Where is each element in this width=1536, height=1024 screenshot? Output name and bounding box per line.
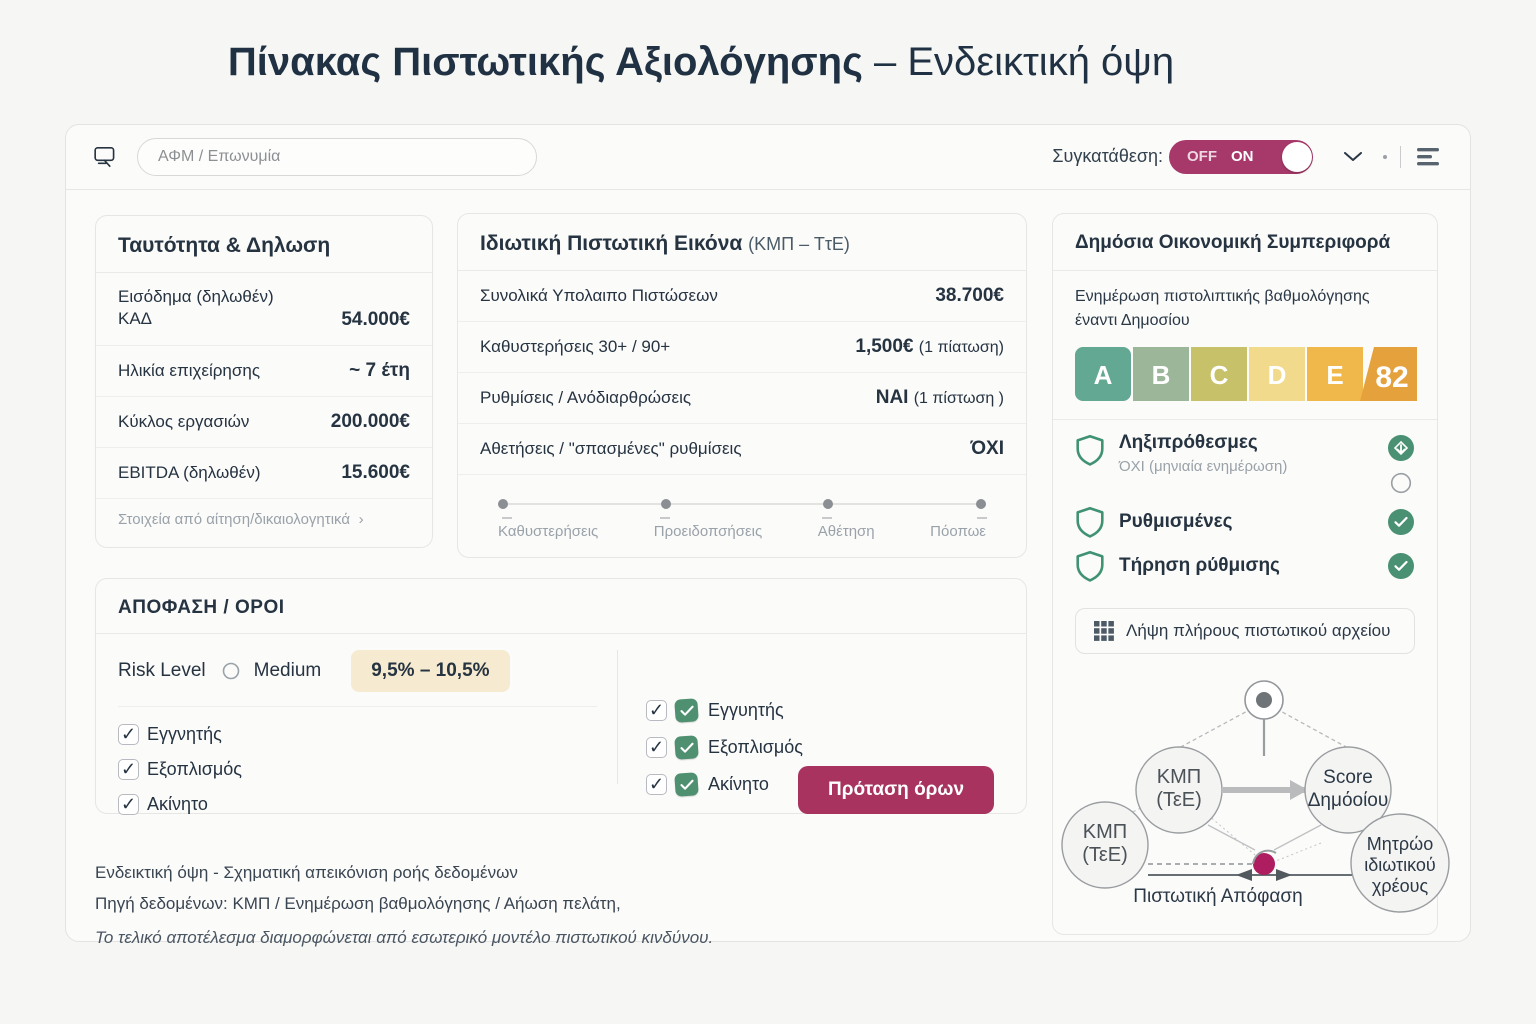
svg-text:D: D bbox=[1268, 360, 1287, 390]
svg-text:Score: Score bbox=[1323, 767, 1373, 788]
svg-text:ΚΜΠ: ΚΜΠ bbox=[1083, 821, 1127, 843]
svg-text:(ΤεΕ): (ΤεΕ) bbox=[1082, 844, 1128, 866]
svg-text:Δημόοίου: Δημόοίου bbox=[1308, 790, 1389, 811]
svg-text:(ΤεΕ): (ΤεΕ) bbox=[1156, 789, 1202, 811]
svg-text:E: E bbox=[1326, 360, 1343, 390]
svg-text:ΚΜΠ: ΚΜΠ bbox=[1157, 766, 1201, 788]
svg-text:ιδιωτικού: ιδιωτικού bbox=[1364, 855, 1436, 875]
svg-text:B: B bbox=[1152, 360, 1171, 390]
svg-text:χρέους: χρέους bbox=[1372, 876, 1429, 896]
svg-text:Πιστωτική Απόφαση: Πιστωτική Απόφαση bbox=[1133, 886, 1302, 907]
svg-text:A: A bbox=[1094, 360, 1113, 390]
svg-text:C: C bbox=[1210, 360, 1229, 390]
svg-text:82: 82 bbox=[1375, 361, 1408, 394]
svg-text:Μητρώο: Μητρώο bbox=[1367, 834, 1433, 854]
